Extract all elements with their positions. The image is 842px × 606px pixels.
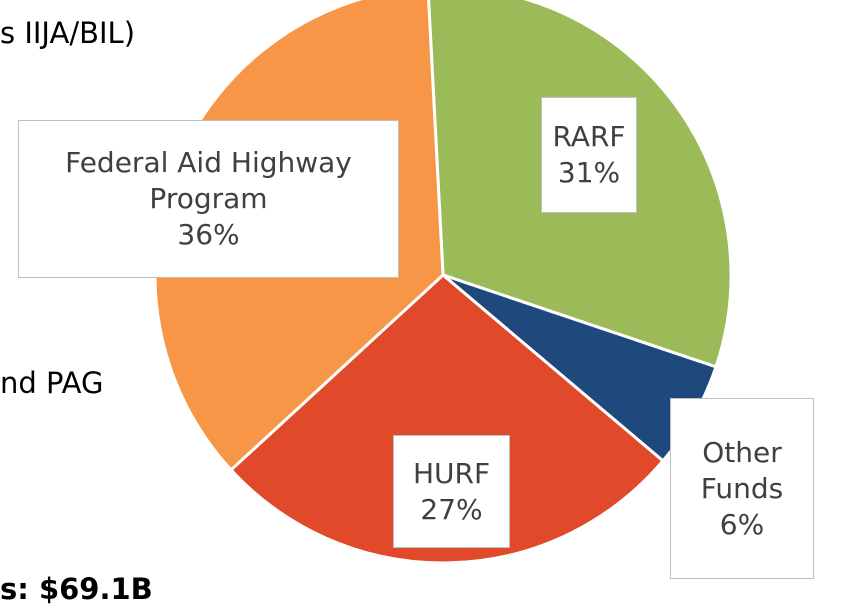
label-name: Federal Aid Highway Program — [65, 146, 352, 215]
label-name: RARF — [552, 120, 626, 153]
label-name: Other Funds — [700, 435, 784, 505]
label-value: 27% — [420, 492, 483, 526]
side-text: nd PAG — [0, 366, 104, 400]
side-text: s: $69.1B — [0, 572, 153, 606]
label-value: 36% — [177, 218, 240, 251]
label-name: HURF — [412, 456, 491, 490]
data-label: HURF 27% — [393, 435, 510, 548]
data-label: Federal Aid Highway Program 36% — [18, 120, 399, 278]
pie-slice — [228, 273, 666, 565]
data-label: RARF 31% — [541, 97, 637, 213]
label-value: 6% — [719, 507, 765, 541]
data-label: Other Funds 6% — [670, 398, 814, 579]
label-value: 31% — [557, 156, 621, 189]
side-text: s IIJA/BIL) — [0, 16, 136, 50]
